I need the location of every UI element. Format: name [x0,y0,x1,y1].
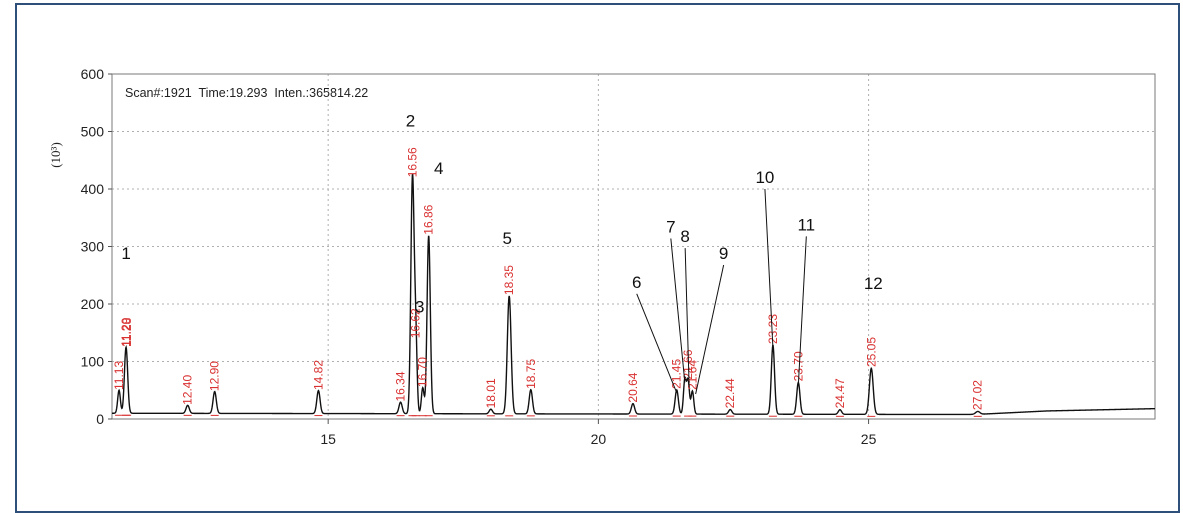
y-tick-label: 500 [81,124,105,140]
peak-number-label: 10 [755,168,774,187]
retention-time-label: 16.34 [394,371,408,401]
y-tick-label: 100 [81,354,105,370]
y-tick-label: 400 [81,181,105,197]
peak-number-label: 9 [719,244,728,263]
y-tick-label: 300 [81,239,105,255]
peak-leader-line [684,248,690,388]
peak-leader-line [695,264,725,395]
y-tick-label: 0 [96,411,104,427]
retention-time-label: 21.45 [670,359,684,389]
chromatogram-trace [112,173,1156,416]
retention-time-label: 23.23 [766,314,780,344]
retention-time-label: 22.44 [723,378,737,408]
peak-leader-line [670,238,686,383]
peak-number-label: 11 [797,215,815,234]
y-tick-label: 200 [81,296,105,312]
retention-time-label: 18.75 [524,359,538,389]
retention-time-label: 16.70 [416,357,430,387]
x-tick-label: 20 [591,431,607,447]
retention-time-label: 24.47 [833,378,847,408]
peak-number-label: 7 [666,218,675,237]
figure-frame [15,3,1180,513]
peak-number-label: 6 [632,273,641,292]
retention-time-label: 11.28 [120,317,134,346]
retention-time-label: 20.64 [626,372,640,402]
retention-time-label: 14.82 [311,360,325,390]
retention-time-label: 11.20 [119,317,133,346]
retention-time-label: 16.86 [422,204,436,234]
peak-number-label: 5 [502,229,511,248]
retention-time-label: 16.62 [409,308,423,338]
retention-time-label: 16.56 [406,147,420,177]
peak-number-label: 12 [864,274,883,293]
peak-leader-line [797,236,807,386]
scan-info-text: Scan#:1921 Time:19.293 Inten.:365814.22 [125,86,368,100]
peak-number-label: 4 [434,159,443,178]
retention-time-label: 18.35 [502,265,516,295]
peak-number-label: 2 [406,111,415,130]
y-unit-label: (10³) [48,142,63,168]
retention-time-label: 25.05 [864,337,878,367]
retention-time-label: 12.90 [208,361,222,391]
retention-time-label: 12.40 [181,375,195,405]
grid-lines [112,73,1155,419]
peak-leader-line [764,188,774,349]
retention-time-label: 23.70 [791,351,805,381]
x-tick-label: 25 [861,431,877,447]
peak-number-label: 3 [415,297,424,316]
x-tick-label: 15 [320,431,336,447]
retention-time-label: 11.13 [112,361,126,390]
retention-time-label: 18.01 [484,378,498,408]
retention-time-label: 27.02 [971,380,985,410]
y-tick-label: 600 [81,66,105,82]
peak-number-label: 8 [680,227,689,246]
peak-leader-line [636,293,678,394]
peak-number-label: 1 [121,244,130,263]
